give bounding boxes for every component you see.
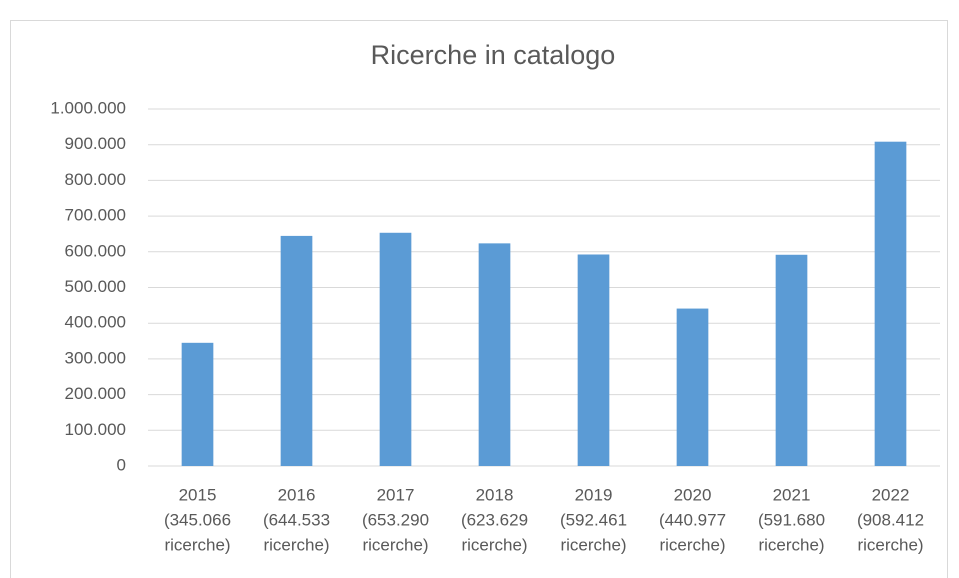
x-tick-label: 2019 (592.461 ricerche) [560, 485, 627, 554]
x-tick-label-line: 2022 [872, 485, 910, 504]
x-tick-label-line: (591.680 [758, 510, 825, 529]
y-tick-label: 500.000 [65, 277, 126, 296]
x-tick-label-line: 2019 [575, 485, 613, 504]
bar [280, 235, 313, 466]
x-tick-label-line: (623.629 [461, 510, 528, 529]
x-tick-label: 2015 (345.066 ricerche) [164, 485, 231, 554]
x-tick-label-line: ricerche) [164, 535, 230, 554]
bar [577, 254, 610, 466]
x-tick-label-line: 2015 [179, 485, 217, 504]
bar [874, 141, 907, 467]
y-tick-label: 1.000.000 [50, 98, 126, 117]
x-tick-label: 2021 (591.680 ricerche) [758, 485, 825, 554]
x-tick-label-line: 2018 [476, 485, 514, 504]
x-tick-label: 2020 (440.977 ricerche) [659, 485, 726, 554]
x-tick-label-line: ricerche) [857, 535, 923, 554]
x-tick-label-line: (345.066 [164, 510, 231, 529]
chart-title: Ricerche in catalogo [371, 40, 616, 70]
bar [478, 243, 511, 466]
x-tick-label-line: (908.412 [857, 510, 924, 529]
x-tick-label-line: ricerche) [263, 535, 329, 554]
x-tick-label-line: 2020 [674, 485, 712, 504]
y-tick-label: 700.000 [65, 206, 126, 225]
x-tick-label: 2016 (644.533 ricerche) [263, 485, 330, 554]
x-tick-label-line: ricerche) [362, 535, 428, 554]
x-tick-label-line: ricerche) [659, 535, 725, 554]
y-tick-label: 0 [117, 455, 126, 474]
bar [775, 254, 808, 466]
y-tick-label: 800.000 [65, 170, 126, 189]
y-tick-label: 300.000 [65, 348, 126, 367]
x-tick-label-line: ricerche) [461, 535, 527, 554]
x-tick-label: 2018 (623.629 ricerche) [461, 485, 528, 554]
bar [676, 308, 709, 466]
x-tick-label-line: ricerche) [560, 535, 626, 554]
y-tick-label: 100.000 [65, 420, 126, 439]
x-tick-label-line: (644.533 [263, 510, 330, 529]
x-tick-label-line: (653.290 [362, 510, 429, 529]
bar [379, 232, 412, 466]
y-tick-label: 900.000 [65, 134, 126, 153]
x-tick-label-line: 2016 [278, 485, 316, 504]
y-tick-label: 400.000 [65, 313, 126, 332]
bar [181, 342, 214, 466]
x-tick-label-line: 2021 [773, 485, 811, 504]
x-tick-label: 2017 (653.290 ricerche) [362, 485, 429, 554]
x-tick-label-line: (440.977 [659, 510, 726, 529]
x-tick-label-line: 2017 [377, 485, 415, 504]
x-tick-label-line: (592.461 [560, 510, 627, 529]
x-tick-label-line: ricerche) [758, 535, 824, 554]
y-tick-label: 600.000 [65, 241, 126, 260]
y-tick-label: 200.000 [65, 384, 126, 403]
x-tick-label: 2022 (908.412 ricerche) [857, 485, 924, 554]
